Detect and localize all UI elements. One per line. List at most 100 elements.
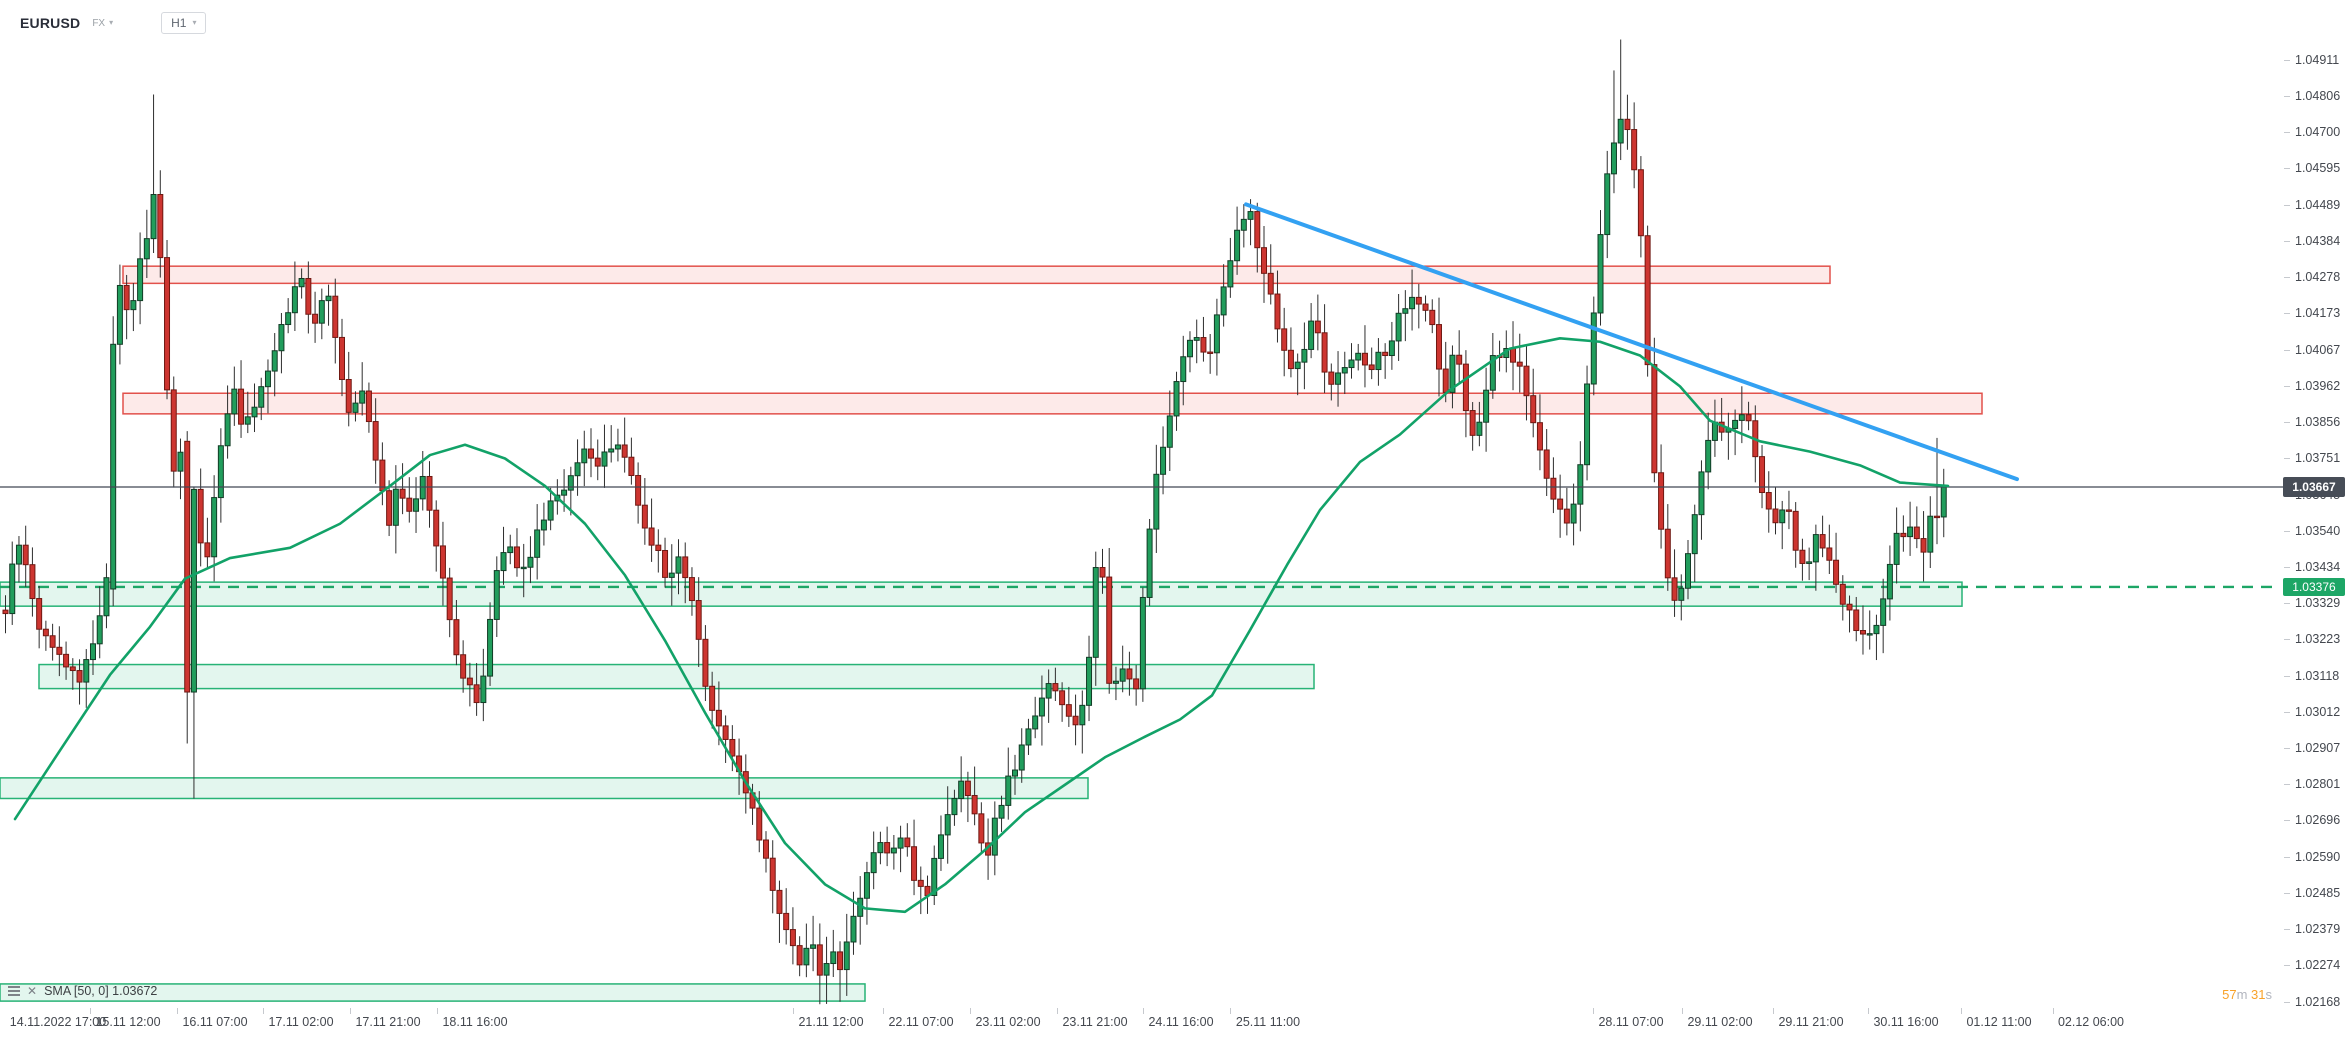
candle-up [1166,415,1173,448]
current-price-badge: 1.03667 [2283,477,2345,497]
candle-up [1617,118,1624,144]
candle-up [1880,598,1887,626]
candle-down [722,725,729,740]
price-axis-label: 1.04806 [2295,88,2341,103]
candle-down [621,444,628,458]
candle-down [816,944,823,976]
price-axis-label: 1.03118 [2295,668,2340,683]
candle-up [1119,668,1126,682]
sma-line[interactable] [13,336,1950,914]
candle-down [1314,320,1321,334]
candle-up [325,295,332,302]
time-axis-label: 22.11 07:00 [888,1015,954,1029]
candle-down [1254,211,1261,249]
candle-down [1765,492,1772,510]
candle-down [1281,328,1288,351]
support-zone[interactable] [0,777,1089,800]
candle-down [1207,351,1214,354]
resistance-zone[interactable] [122,392,1983,415]
candle-down [22,544,29,566]
candle-down [305,278,312,315]
candle-up [110,343,117,590]
candle-down [69,666,76,672]
close-icon[interactable]: ✕ [27,984,38,998]
market-label: FX [92,17,106,29]
timer-seconds-unit: s [2265,987,2273,1002]
candle-up [190,488,197,693]
candle-up [1711,421,1718,441]
candle-up [1018,744,1025,771]
candle-up [803,947,810,966]
candle-down [36,598,43,630]
time-tick [1593,1008,1594,1014]
indicator-settings-icon[interactable] [8,986,20,996]
support-zone[interactable] [38,663,1315,690]
candle-up [1577,464,1584,505]
candle-up [823,963,830,976]
market-selector[interactable]: FX ▾ [90,18,113,29]
price-axis-label: 1.03751 [2295,451,2341,466]
candle-down [42,628,49,637]
candle-down [688,577,695,602]
price-tick [2284,603,2290,605]
price-axis-label: 1.04700 [2295,125,2341,140]
price-tick [2284,313,2290,315]
price-tick [2284,675,2290,677]
resistance-zone[interactable] [122,265,1831,285]
price-axis-label: 1.02590 [2295,849,2341,864]
candle-down [1671,577,1678,601]
candle-up [15,544,22,565]
price-axis-label: 1.04911 [2295,52,2340,67]
timeframe-dropdown[interactable]: H1 ▾ [161,12,207,34]
candle-down [1361,352,1368,366]
support-zone[interactable] [0,983,866,1002]
price-tick [2284,892,2290,894]
candle-up [9,563,16,615]
trendline[interactable] [1244,202,2019,482]
time-axis-label: 17.11 21:00 [355,1015,421,1029]
candle-down [453,619,460,656]
candle-down [29,564,36,600]
candle-up [1375,351,1382,371]
candle-up [278,324,285,352]
candle-down [1469,410,1476,436]
candle-up [1355,352,1362,361]
price-tick [2284,711,2290,713]
candle-up [1449,354,1456,393]
candle-down [1853,609,1860,632]
time-axis-label: 16.11 07:00 [182,1015,248,1029]
candle-down [204,542,211,558]
candle-up [1685,553,1691,589]
candle-up [1590,312,1597,385]
candle-up [507,546,514,554]
candle-up [843,941,850,971]
candle-up [668,572,675,578]
candle-up [520,566,527,570]
candle-down [1382,351,1389,357]
candle-up [1940,486,1947,518]
price-axis-label: 1.02379 [2295,922,2341,937]
candle-down [635,474,642,506]
candle-down [1133,678,1140,690]
candle-down [641,504,648,529]
candle-up [137,258,144,302]
symbol-label: EURUSD [20,15,81,31]
candle-up [1153,473,1160,530]
time-axis-label: 23.11 02:00 [975,1015,1041,1029]
candle-up [83,659,90,683]
candle-down [762,839,769,859]
candle-down [1785,509,1792,512]
time-axis-label: 14.11.2022 17:00 [9,1015,107,1029]
time-tick [1773,1008,1774,1014]
price-axis-label: 1.02485 [2295,885,2341,900]
price-tick [2284,784,2290,786]
candle-down [1510,348,1517,363]
candle-down [513,546,520,569]
candle-down [406,497,413,512]
candle-up [1483,389,1490,423]
candle-down [1435,324,1442,370]
candle-up [1732,419,1739,429]
time-tick [437,1008,438,1014]
